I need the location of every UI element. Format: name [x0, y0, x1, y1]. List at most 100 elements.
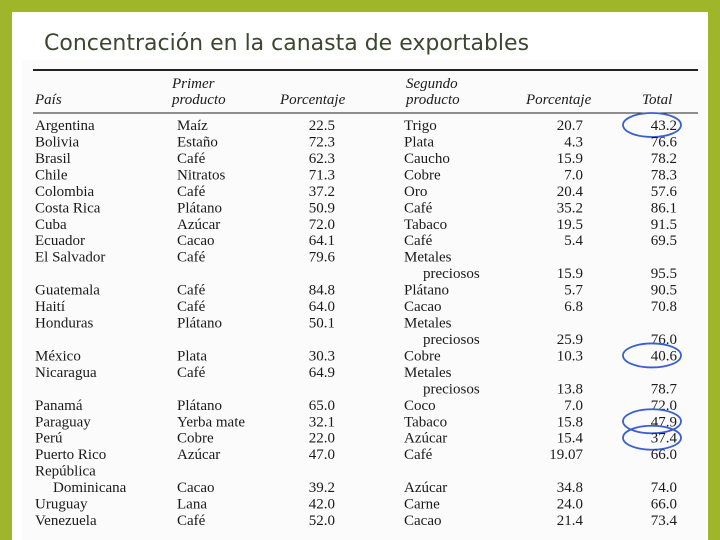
country: Dominicana — [53, 480, 127, 496]
country: Panamá — [35, 398, 83, 414]
first-product: Estaño — [177, 134, 218, 150]
first-percent: 62.3 — [309, 151, 335, 167]
second-percent: 13.8 — [557, 381, 583, 397]
column-header: producto — [405, 92, 460, 108]
second-percent: 15.8 — [557, 414, 583, 430]
first-percent: 32.1 — [309, 414, 335, 430]
second-product: Cacao — [404, 299, 441, 315]
country: Costa Rica — [35, 200, 101, 216]
first-percent: 47.0 — [309, 447, 335, 463]
first-product: Plátano — [177, 316, 222, 332]
total: 74.0 — [651, 480, 677, 496]
second-percent: 35.2 — [557, 200, 583, 216]
total: 78.7 — [651, 381, 678, 397]
second-product: Plata — [404, 134, 434, 150]
first-percent: 42.0 — [309, 497, 335, 513]
second-percent: 6.8 — [564, 299, 583, 315]
total: 78.3 — [651, 167, 677, 183]
country: Ecuador — [35, 233, 85, 249]
second-percent: 25.9 — [557, 332, 583, 348]
first-product: Cobre — [177, 431, 214, 447]
second-product: Metales — [404, 316, 452, 332]
country: Puerto Rico — [35, 447, 106, 463]
column-header: Total — [642, 92, 672, 108]
highlight-circle — [622, 112, 682, 138]
first-percent: 50.1 — [309, 316, 335, 332]
first-product: Café — [177, 299, 206, 315]
total: 37.4 — [651, 431, 678, 447]
column-header: Porcentaje — [279, 92, 346, 108]
second-product: Metales — [404, 250, 452, 266]
second-percent: 15.4 — [557, 431, 584, 447]
total: 91.5 — [651, 217, 677, 233]
first-product: Cacao — [177, 233, 214, 249]
column-header: País — [34, 92, 62, 108]
country: Venezuela — [35, 513, 97, 529]
total: 86.1 — [651, 200, 677, 216]
second-product: Trigo — [404, 118, 437, 134]
second-percent: 7.0 — [564, 398, 583, 414]
total: 95.5 — [651, 266, 677, 282]
first-product: Maíz — [177, 118, 208, 134]
total: 40.6 — [651, 348, 678, 364]
second-percent: 15.9 — [557, 151, 583, 167]
first-product: Azúcar — [177, 217, 220, 233]
second-product: Plátano — [404, 283, 449, 299]
first-percent: 64.1 — [309, 233, 335, 249]
first-product: Nitratos — [177, 167, 225, 183]
column-header: Porcentaje — [525, 92, 592, 108]
first-percent: 39.2 — [309, 480, 335, 496]
country: Perú — [35, 431, 63, 447]
second-product: preciosos — [423, 332, 480, 348]
second-product: preciosos — [423, 381, 480, 397]
first-percent: 22.0 — [309, 431, 335, 447]
second-percent: 21.4 — [557, 513, 584, 529]
country: Guatemala — [35, 283, 100, 299]
first-product: Café — [177, 184, 206, 200]
first-product: Café — [177, 283, 206, 299]
second-product: Tabaco — [404, 414, 447, 430]
country: Cuba — [35, 217, 67, 233]
first-percent: 72.0 — [309, 217, 335, 233]
total: 90.5 — [651, 283, 677, 299]
second-product: Café — [404, 447, 433, 463]
first-percent: 79.6 — [309, 250, 336, 266]
country: El Salvador — [35, 250, 105, 266]
second-product: Oro — [404, 184, 427, 200]
second-product: Café — [404, 233, 433, 249]
country: Paraguay — [35, 414, 91, 430]
column-header: Segundo — [406, 76, 458, 92]
first-product: Café — [177, 513, 206, 529]
first-percent: 72.3 — [309, 134, 335, 150]
country: Bolivia — [35, 134, 80, 150]
first-product: Café — [177, 365, 206, 381]
total: 66.0 — [651, 447, 677, 463]
first-product: Plátano — [177, 398, 222, 414]
second-product: Café — [404, 200, 433, 216]
first-percent: 64.9 — [309, 365, 335, 381]
second-percent: 19.07 — [549, 447, 583, 463]
country: Haití — [35, 299, 65, 315]
slide-title: Concentración en la canasta de exportabl… — [44, 31, 529, 56]
country: Brasil — [35, 151, 71, 167]
table-image — [22, 60, 706, 540]
highlight-circle — [622, 408, 682, 435]
first-percent: 84.8 — [309, 283, 335, 299]
second-percent: 5.7 — [564, 283, 583, 299]
column-header: producto — [171, 92, 226, 108]
second-percent: 34.8 — [557, 480, 583, 496]
second-product: Metales — [404, 365, 452, 381]
total: 70.8 — [651, 299, 677, 315]
total: 73.4 — [651, 513, 678, 529]
total: 76.0 — [651, 332, 677, 348]
first-percent: 22.5 — [309, 118, 335, 134]
country: Nicaragua — [35, 365, 97, 381]
total: 78.2 — [651, 151, 677, 167]
country: México — [35, 348, 81, 364]
total: 57.6 — [651, 184, 678, 200]
first-percent: 52.0 — [309, 513, 335, 529]
second-percent: 19.5 — [557, 217, 583, 233]
column-header: Primer — [171, 76, 215, 92]
second-percent: 4.3 — [564, 134, 583, 150]
